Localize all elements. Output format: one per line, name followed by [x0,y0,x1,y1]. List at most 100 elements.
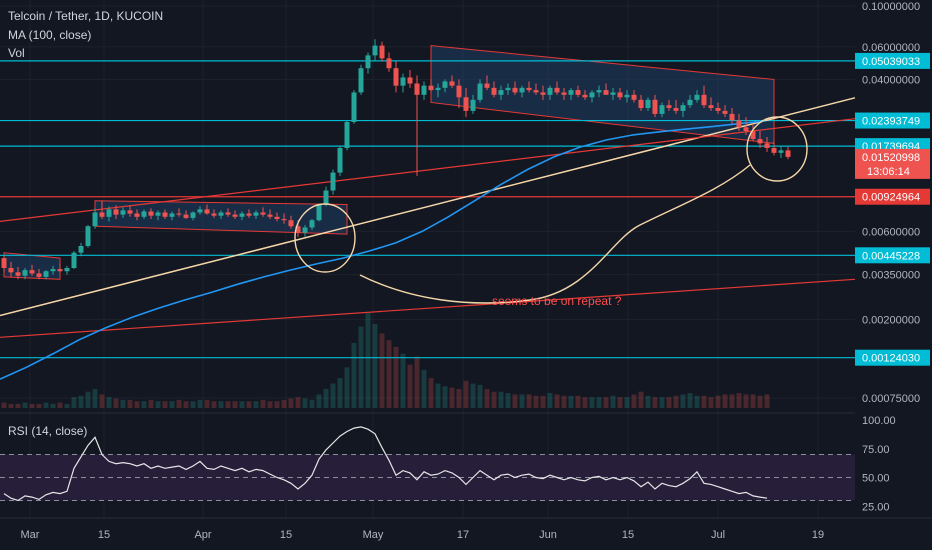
candle-body [78,246,84,253]
volume-bar [694,395,700,408]
volume-bar [547,393,553,408]
candle-body [407,77,413,84]
volume-bar [365,313,371,408]
volume-bar [729,394,735,408]
volume-bar [302,398,308,408]
rsi-tick-label: 75.00 [862,444,890,456]
volume-bar [435,383,441,408]
volume-bar [414,356,420,408]
candle-body [463,97,469,111]
candle-body [645,99,651,108]
candle-body [330,172,336,191]
candle-body [64,267,70,272]
candle-body [652,99,658,114]
candle-body [428,85,434,91]
candle-body [764,143,770,148]
volume-bar [148,399,154,408]
annotations: seems to be on repeat ? [294,116,808,308]
candle-body [743,127,749,132]
ma-line [0,120,766,380]
candle-body [15,272,21,276]
candle-body [491,87,497,95]
annotation-text: seems to be on repeat ? [492,294,622,308]
candle-body [36,273,42,277]
price-tick-label: 0.00600000 [862,226,920,238]
volume-bar [99,394,105,408]
candle-body [519,87,525,93]
volume-bar [575,395,581,408]
price-tick-label: 0.00200000 [862,314,920,326]
price-label-box [855,52,930,69]
price-tick-label: 0.06000000 [862,42,920,54]
volume-bar [113,398,119,408]
volume-bar [120,399,126,408]
countdown-label: 13:06:14 [867,166,910,178]
candle-body [169,213,175,217]
candle-body [337,147,343,173]
candle-body [22,270,28,276]
candle-body [575,90,581,95]
volume-bar [15,403,21,408]
symbol-legend: Telcoin / Tether, 1D, KUCOIN [8,9,164,23]
price-label-box [855,188,930,205]
volume-bar [680,394,686,408]
volume-bar [372,323,378,408]
volume-bar [750,394,756,408]
volume-bar [344,367,350,408]
volume-bar [211,401,217,408]
volume-bar [43,402,49,408]
candle-body [71,252,77,268]
candle-body [127,210,133,214]
volume-bar [57,402,63,408]
volume-bar [190,401,196,408]
volume-bar [659,397,665,408]
volume-bar [421,370,427,408]
volume-bar [764,394,770,408]
volume-bar [652,397,658,408]
candle-body [113,209,119,215]
candle-body [736,120,742,128]
volume-bar [624,397,630,408]
volume-bar [638,391,644,408]
volume-bar [225,401,231,408]
candle-body [589,92,595,98]
volume-bar [603,397,609,408]
candle-body [323,190,329,205]
volume-bar [323,389,329,408]
candle-body [246,213,252,216]
volume-bar [85,391,91,408]
candle-body [456,85,462,98]
candle-body [435,87,441,91]
candle-body [554,87,560,93]
candle-body [624,94,630,98]
candle-body [582,94,588,98]
volume-bar [183,401,189,408]
candle-body [715,107,721,111]
volume-bar [589,397,595,408]
price-label-box [855,247,930,264]
candle-body [771,147,777,153]
volume-bar [519,394,525,408]
volume-bar [64,403,70,408]
volume-bar [708,397,714,408]
volume-bar [253,401,259,408]
candle-body [372,45,378,56]
candle-body [344,122,350,148]
volume-bar [477,384,483,408]
price-label: 0.00445228 [862,250,920,262]
candle-body [785,150,791,157]
candle-body [540,92,546,95]
candle-body [505,87,511,91]
candle-body [8,267,14,273]
candle-body [211,213,217,216]
volume-bar [498,391,504,408]
volume-bar [512,394,518,408]
candle-body [50,269,56,272]
candle-body [1,258,7,268]
volume-bar [309,399,315,408]
time-tick-label: Mar [21,529,40,541]
candle-body [106,209,112,217]
candle-body [351,92,357,123]
price-label-box [855,148,930,179]
